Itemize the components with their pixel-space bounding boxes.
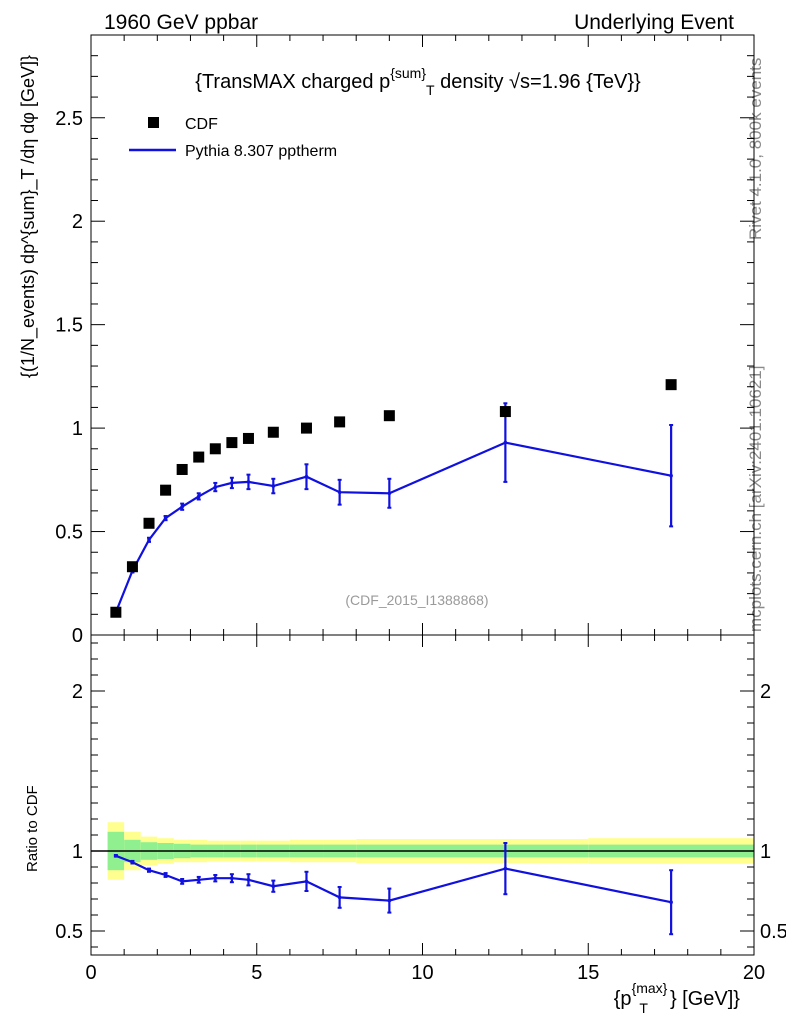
cdf-point xyxy=(300,422,312,434)
ratio-ytick-label-right: 2 xyxy=(760,681,771,703)
ratio-ytick-label-right: 0.5 xyxy=(760,921,786,943)
header-left: 1960 GeV ppbar xyxy=(104,11,258,34)
cdf-point xyxy=(383,410,395,422)
pythia-point xyxy=(196,494,201,499)
ratio-point xyxy=(337,895,342,900)
ratio-frame xyxy=(90,634,755,956)
ratio-point xyxy=(230,876,234,880)
ratio-xtick-label: 20 xyxy=(743,962,765,984)
ratio-point xyxy=(180,879,184,884)
cdf-point xyxy=(126,561,138,573)
main-panel: {TransMAX charged p{sum}T density √s=1.9… xyxy=(18,34,755,647)
ratio-point xyxy=(304,879,309,884)
pythia-point xyxy=(213,485,218,489)
xlabel-sub: T xyxy=(639,1000,648,1016)
ratio-ytick-label: 1 xyxy=(72,841,83,863)
ratio-point xyxy=(669,900,673,904)
cdf-point xyxy=(267,426,279,438)
ratio-point xyxy=(147,868,151,872)
mcplots-info: mcplots.cern.ch [arXiv:2401.10621] xyxy=(746,366,765,632)
ratio-point xyxy=(114,854,118,858)
header-right: Underlying Event xyxy=(574,11,734,34)
cdf-point xyxy=(499,406,511,418)
title-text-pre: {TransMAX charged p xyxy=(195,71,390,93)
cdf-point xyxy=(334,416,346,428)
pythia-point xyxy=(337,490,342,495)
ratio-point xyxy=(130,860,135,864)
cdf-point xyxy=(160,484,172,496)
pythia-point xyxy=(304,474,309,479)
xlabel-post: } [GeV]} xyxy=(670,988,740,1010)
ratio-ytick-label: 2 xyxy=(72,681,83,703)
title-text-post: density √s=1.96 {TeV}} xyxy=(435,71,641,93)
main-ytick-label: 0 xyxy=(72,625,83,647)
cdf-point xyxy=(226,437,238,449)
ratio-point xyxy=(213,876,218,880)
main-ytick-label: 1 xyxy=(72,418,83,440)
main-ylabel: {(1/N_events) dp^{sum}_T /dη dφ [GeV]} xyxy=(18,55,39,378)
pythia-point xyxy=(271,484,276,488)
pythia-line xyxy=(114,441,672,613)
pythia-point xyxy=(246,480,251,484)
ratio-xlabel: {p{max} T } [GeV]} xyxy=(614,980,741,1016)
main-ytick-label: 1.5 xyxy=(55,315,83,337)
ratio-ylabel: Ratio to CDF xyxy=(24,785,41,872)
ratio-xtick-label: 0 xyxy=(85,962,96,984)
ratio-point xyxy=(271,884,276,888)
cdf-point xyxy=(209,443,221,455)
legend-cdf-label: CDF xyxy=(185,116,218,133)
pythia-point xyxy=(180,504,184,509)
ratio-panel: Ratio to CDF {p{max} T } [GeV]} 0.5 0.5 1 1 2 2… xyxy=(24,634,786,1016)
cdf-point xyxy=(242,432,254,444)
plot-title: {TransMAX charged p{sum}T density √s=1.9… xyxy=(195,65,641,98)
pythia-point xyxy=(163,516,168,520)
analysis-watermark: (CDF_2015_I1388868) xyxy=(345,592,488,608)
ratio-xtick-label: 15 xyxy=(577,962,599,984)
cdf-point xyxy=(110,606,122,618)
cdf-point xyxy=(193,451,205,463)
xlabel-pre: {p xyxy=(614,988,632,1010)
cdf-point xyxy=(143,517,155,529)
main-ytick-label: 0.5 xyxy=(55,522,83,544)
main-ytick-label: 2 xyxy=(72,211,83,233)
ratio-point xyxy=(246,878,251,882)
cdf-point xyxy=(176,463,188,475)
xlabel-sup: {max} xyxy=(632,980,668,996)
legend-pythia-label: Pythia 8.307 pptherm xyxy=(185,143,337,160)
ratio-point xyxy=(196,878,201,882)
legend: CDF Pythia 8.307 pptherm xyxy=(129,116,337,160)
ratio-point xyxy=(163,873,168,877)
pythia-point xyxy=(669,473,673,478)
ratio-point xyxy=(503,866,508,871)
pythia-point xyxy=(503,440,508,445)
pythia-point xyxy=(387,491,392,496)
ratio-xtick-label: 5 xyxy=(251,962,262,984)
rivet-info: Rivet 4.1.0, 800k events xyxy=(746,58,765,240)
ratio-point xyxy=(387,898,392,903)
pythia-point xyxy=(230,481,234,485)
ratio-ytick-label-right: 1 xyxy=(760,841,771,863)
cdf-point xyxy=(665,379,677,391)
ratio-xtick-label: 10 xyxy=(411,962,433,984)
legend-cdf-marker xyxy=(148,117,159,128)
title-text-sub: T xyxy=(426,82,435,98)
ratio-ytick-label: 0.5 xyxy=(55,921,83,943)
title-text-sup: {sum} xyxy=(390,65,426,81)
pythia-point xyxy=(147,538,151,542)
main-ytick-label: 2.5 xyxy=(55,108,83,130)
